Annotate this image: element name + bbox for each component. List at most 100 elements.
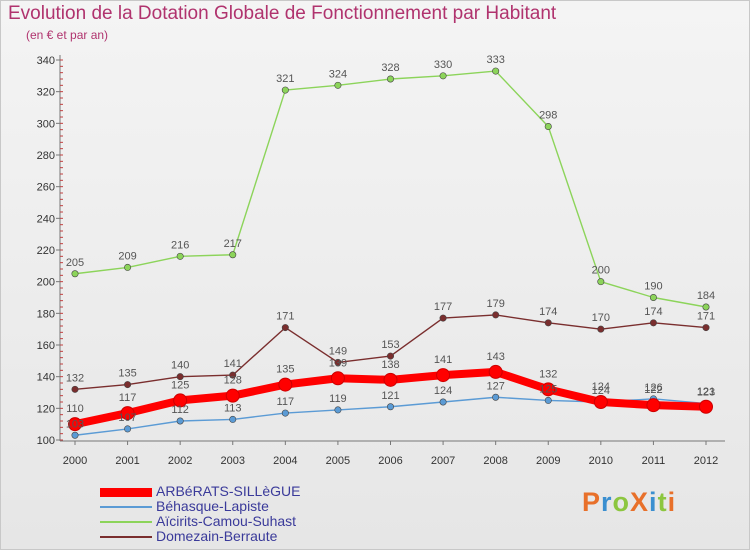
data-label: 143 [486,351,504,363]
data-label: 170 [592,312,610,324]
data-point [383,372,398,387]
data-point [281,409,289,417]
data-label: 117 [277,396,295,408]
logo-letter: P [582,487,602,517]
chart-subtitle: (en € et par an) [26,28,109,42]
data-label: 127 [486,380,504,392]
data-label: 205 [66,257,84,269]
y-tick-label: 140 [37,372,55,384]
legend-swatch [100,506,152,508]
data-label: 125 [539,383,557,395]
data-point [334,358,342,366]
data-point [71,385,79,393]
data-label: 330 [434,59,452,71]
data-point [386,75,394,83]
data-label: 135 [276,364,294,376]
data-label: 125 [171,379,189,391]
data-label: 321 [276,73,294,85]
legend-swatch [100,521,152,523]
data-label: 112 [171,404,189,416]
y-tick-label: 160 [37,340,55,352]
data-point [544,319,552,327]
data-label: 135 [118,368,136,380]
data-point [597,278,605,286]
data-point [229,415,237,423]
legend-label: ARBéRATS-SILLèGUE [156,483,301,499]
data-label: 132 [539,368,557,380]
x-tick-label: 2001 [115,455,139,467]
x-tick-label: 2010 [589,455,613,467]
data-point [699,399,713,414]
y-tick-label: 180 [37,308,55,320]
data-label: 139 [329,357,347,369]
data-label: 122 [644,384,662,396]
data-point [544,123,552,131]
x-tick-label: 2009 [536,455,560,467]
x-tick-label: 2007 [431,455,455,467]
y-tick-label: 320 [37,87,55,99]
data-point [176,252,184,260]
data-label: 217 [224,238,242,250]
x-tick-label: 2004 [273,455,297,467]
logo-letter: i [649,487,658,517]
data-label: 200 [592,265,610,277]
data-point [439,72,447,80]
legend-label: Béhasque-Lapiste [156,498,269,514]
legend-swatch [100,536,152,538]
x-tick-label: 2006 [378,455,402,467]
chart-title: Evolution de la Dotation Globale de Fonc… [8,3,557,24]
data-label: 328 [381,62,399,74]
logo-letter: t [657,487,668,517]
data-label: 128 [224,375,242,387]
data-point [488,364,503,379]
data-point [330,371,345,386]
y-tick-label: 340 [37,55,55,67]
data-label: 124 [592,381,610,393]
data-label: 124 [592,385,610,397]
data-point [492,67,500,75]
data-point [702,303,710,311]
data-point [124,381,132,389]
data-point [593,395,608,409]
data-label: 333 [486,54,504,66]
data-label: 153 [381,339,399,351]
data-label: 132 [66,372,84,384]
data-point [439,398,447,406]
data-point [120,406,135,421]
data-labels-layer: 205 209 216 217 321 324 328 330 333 298 200 190 184 1… [66,54,715,430]
data-point [492,393,500,401]
logo-letter: i [667,487,677,517]
data-point [229,371,237,379]
data-label: 174 [539,306,557,318]
data-point [124,263,132,271]
data-label: 126 [644,382,662,394]
data-point [386,352,394,360]
data-label: 141 [434,354,452,366]
x-tick-label: 2012 [694,455,718,467]
data-point [649,293,657,301]
data-point [597,325,605,333]
data-label: 174 [644,306,662,318]
y-tick-label: 280 [37,150,55,162]
logo-letter: r [601,487,613,517]
data-point [173,393,188,408]
data-label: 121 [381,390,399,402]
y-tick-label: 260 [37,182,55,194]
data-label: 298 [539,110,557,122]
data-point [649,319,657,327]
legend-swatch [100,487,152,497]
data-point [492,311,500,319]
data-label: 179 [486,298,504,310]
data-point [278,377,293,392]
data-label: 216 [171,239,189,251]
data-label: 324 [329,68,347,80]
x-tick-label: 2005 [326,455,350,467]
data-label: 190 [644,281,662,293]
data-point [68,417,82,432]
data-point [225,388,240,403]
logo-letter: X [630,487,650,517]
data-point [176,417,184,425]
data-point [439,314,447,322]
